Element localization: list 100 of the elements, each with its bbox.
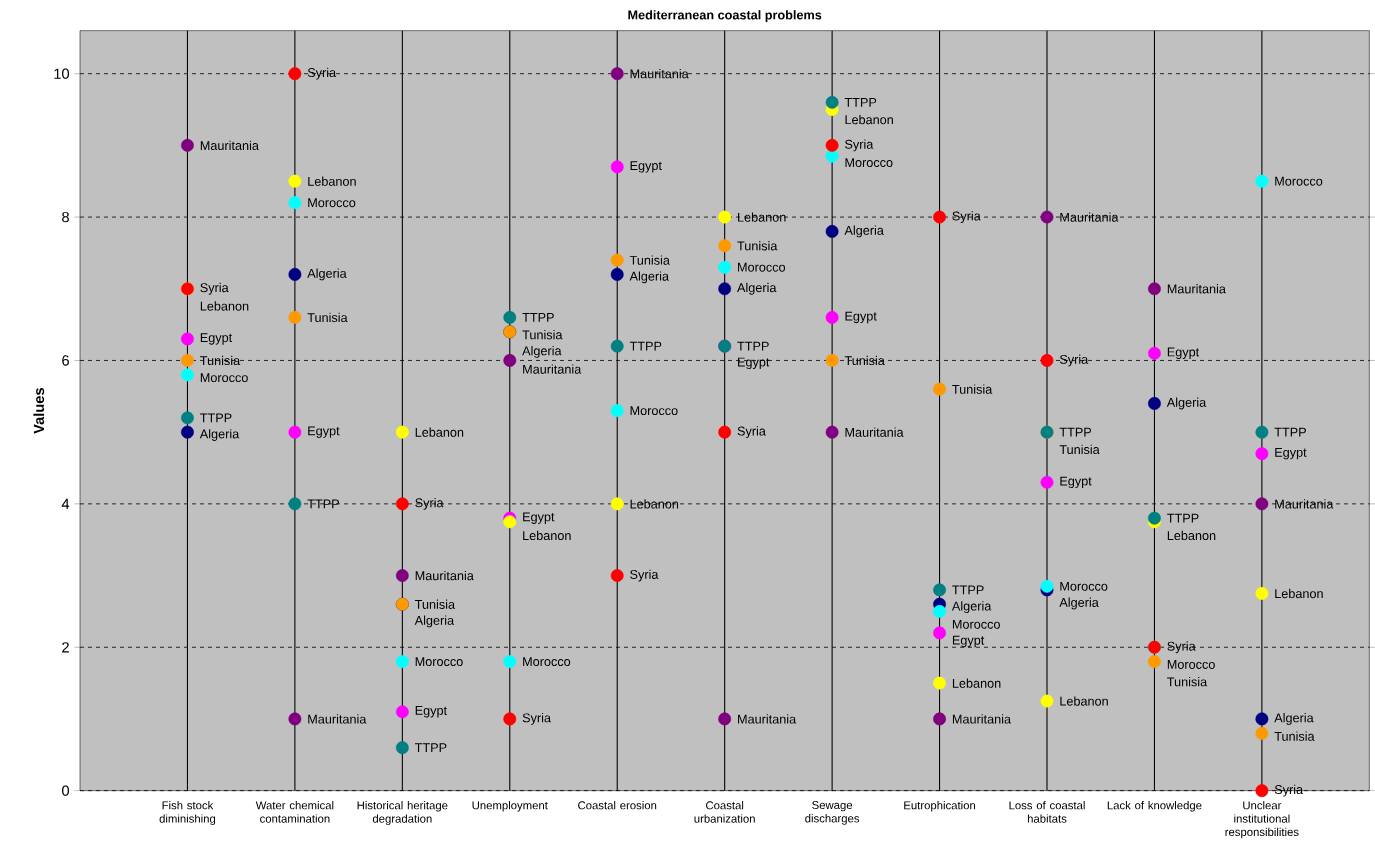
text: Lebanon — [415, 427, 464, 437]
text: TTPP — [952, 585, 984, 595]
text: Egypt — [845, 311, 877, 324]
text: Morocco — [952, 619, 1000, 629]
text: Algeria — [629, 271, 669, 284]
text: Mauritania — [523, 364, 582, 374]
text: Tunisia — [952, 384, 993, 394]
text: Egypt — [308, 426, 340, 438]
text: Egypt — [952, 635, 985, 648]
x-tick-label: Unclear institutional responsibilities — [1225, 801, 1299, 839]
text: TTPP — [200, 413, 232, 423]
y-tick-label: 8 — [62, 211, 69, 223]
text: Syria — [1167, 641, 1196, 654]
text: Egypt — [1275, 448, 1307, 460]
text: TTPP — [414, 743, 447, 752]
x-tick-label: Sewage discharges — [805, 801, 860, 825]
text: Mauritania — [308, 714, 367, 724]
text: Mauritania — [415, 570, 474, 581]
text: Lebanon — [1275, 588, 1323, 599]
text: TTPP — [1167, 513, 1199, 523]
text: Algeria — [737, 282, 777, 295]
text: Syria — [845, 139, 874, 152]
series-label: Morocco — [738, 262, 786, 272]
text: Lebanon — [1060, 696, 1108, 706]
text: Syria — [307, 67, 337, 80]
text: Egypt — [738, 357, 770, 370]
x-tick-label: Loss of coastal habitats — [1009, 801, 1085, 823]
text: Tunisia — [629, 255, 670, 265]
text: Tunisia — [1059, 444, 1100, 455]
text: Syria — [737, 426, 766, 439]
text: Tunisia — [844, 355, 885, 366]
x-tick-label: Unemployment — [472, 801, 548, 812]
text: Egypt — [1167, 347, 1200, 359]
text: Mauritania — [200, 140, 259, 151]
text: Egypt — [1060, 476, 1092, 489]
text: Lebanon — [200, 301, 249, 311]
text: Morocco — [1167, 660, 1215, 669]
text: Morocco — [845, 158, 893, 167]
text: Mauritania — [1167, 284, 1226, 294]
text: Lebanon — [523, 530, 571, 541]
text: Tunisia — [200, 355, 241, 366]
text: TTPP — [737, 341, 769, 351]
text: TTPP — [1059, 427, 1092, 437]
text: Algeria — [1274, 713, 1314, 725]
x-tick-label: Coastal urbanization — [694, 801, 755, 823]
series-label: TTPP — [307, 499, 339, 509]
text: TTPP — [844, 97, 877, 107]
text: Syria — [952, 211, 981, 223]
text: Algeria — [844, 225, 884, 238]
text: Algeria — [1166, 397, 1207, 410]
series-label: Algeria — [307, 268, 347, 281]
text: Tunisia — [307, 312, 348, 323]
y-tick-label: 2 — [62, 642, 69, 653]
text: TTPP — [629, 341, 662, 351]
text: Algeria — [199, 429, 240, 441]
text: Tunisia — [1274, 731, 1315, 741]
text: Morocco — [308, 198, 356, 208]
x-tick-label: Coastal erosion — [578, 801, 657, 810]
text: Mauritania — [952, 714, 1012, 724]
series-label: Lebanon — [738, 212, 786, 222]
x-tick-label: Lack of knowledge — [1107, 801, 1202, 812]
x-tick-label: Water chemical contamination — [255, 801, 334, 823]
series-label: Mauritania — [738, 714, 797, 724]
text: Tunisia — [414, 599, 456, 609]
x-tick-label: Historical heritage degradation — [357, 801, 448, 825]
x-tick-label: Eutrophication — [904, 801, 976, 812]
text: Syria — [1059, 354, 1089, 367]
chart-title: Mediterranean coastal problems — [628, 10, 822, 22]
text: Lebanon — [1167, 530, 1216, 541]
text: Algeria — [414, 615, 455, 628]
y-tick-label: 0 — [62, 785, 70, 796]
text: Lebanon — [308, 176, 356, 186]
text: Syria — [1274, 784, 1304, 797]
text: Mauritania — [845, 427, 904, 437]
text: Egypt — [200, 333, 233, 345]
text: Morocco — [630, 406, 678, 416]
text: TTPP — [1274, 427, 1306, 437]
text: Morocco — [200, 373, 248, 383]
series-label: Syria — [522, 713, 551, 725]
text: Morocco — [1060, 581, 1108, 591]
text: Syria — [415, 497, 444, 510]
text: Egypt — [630, 161, 662, 173]
text: Morocco — [1275, 176, 1323, 186]
y-tick-label: 10 — [54, 68, 70, 79]
y-axis-title: Values — [33, 388, 45, 434]
text: Morocco — [523, 657, 571, 667]
text: Tunisia — [1167, 677, 1208, 687]
y-tick-label: 4 — [61, 498, 70, 509]
text: Egypt — [415, 706, 447, 718]
series-label: Egypt — [523, 512, 555, 524]
text: Morocco — [415, 657, 463, 667]
text: Mauritania — [1275, 499, 1334, 509]
text: Tunisia — [522, 330, 563, 340]
text: Lebanon — [630, 499, 679, 509]
text: Mauritania — [630, 69, 689, 79]
x-tick-label: Fish stock diminishing — [159, 801, 216, 825]
text: Syria — [630, 569, 659, 582]
series-label: Tunisia — [737, 241, 778, 251]
y-tick-label: 6 — [62, 355, 69, 366]
text: Algeria — [522, 345, 562, 358]
